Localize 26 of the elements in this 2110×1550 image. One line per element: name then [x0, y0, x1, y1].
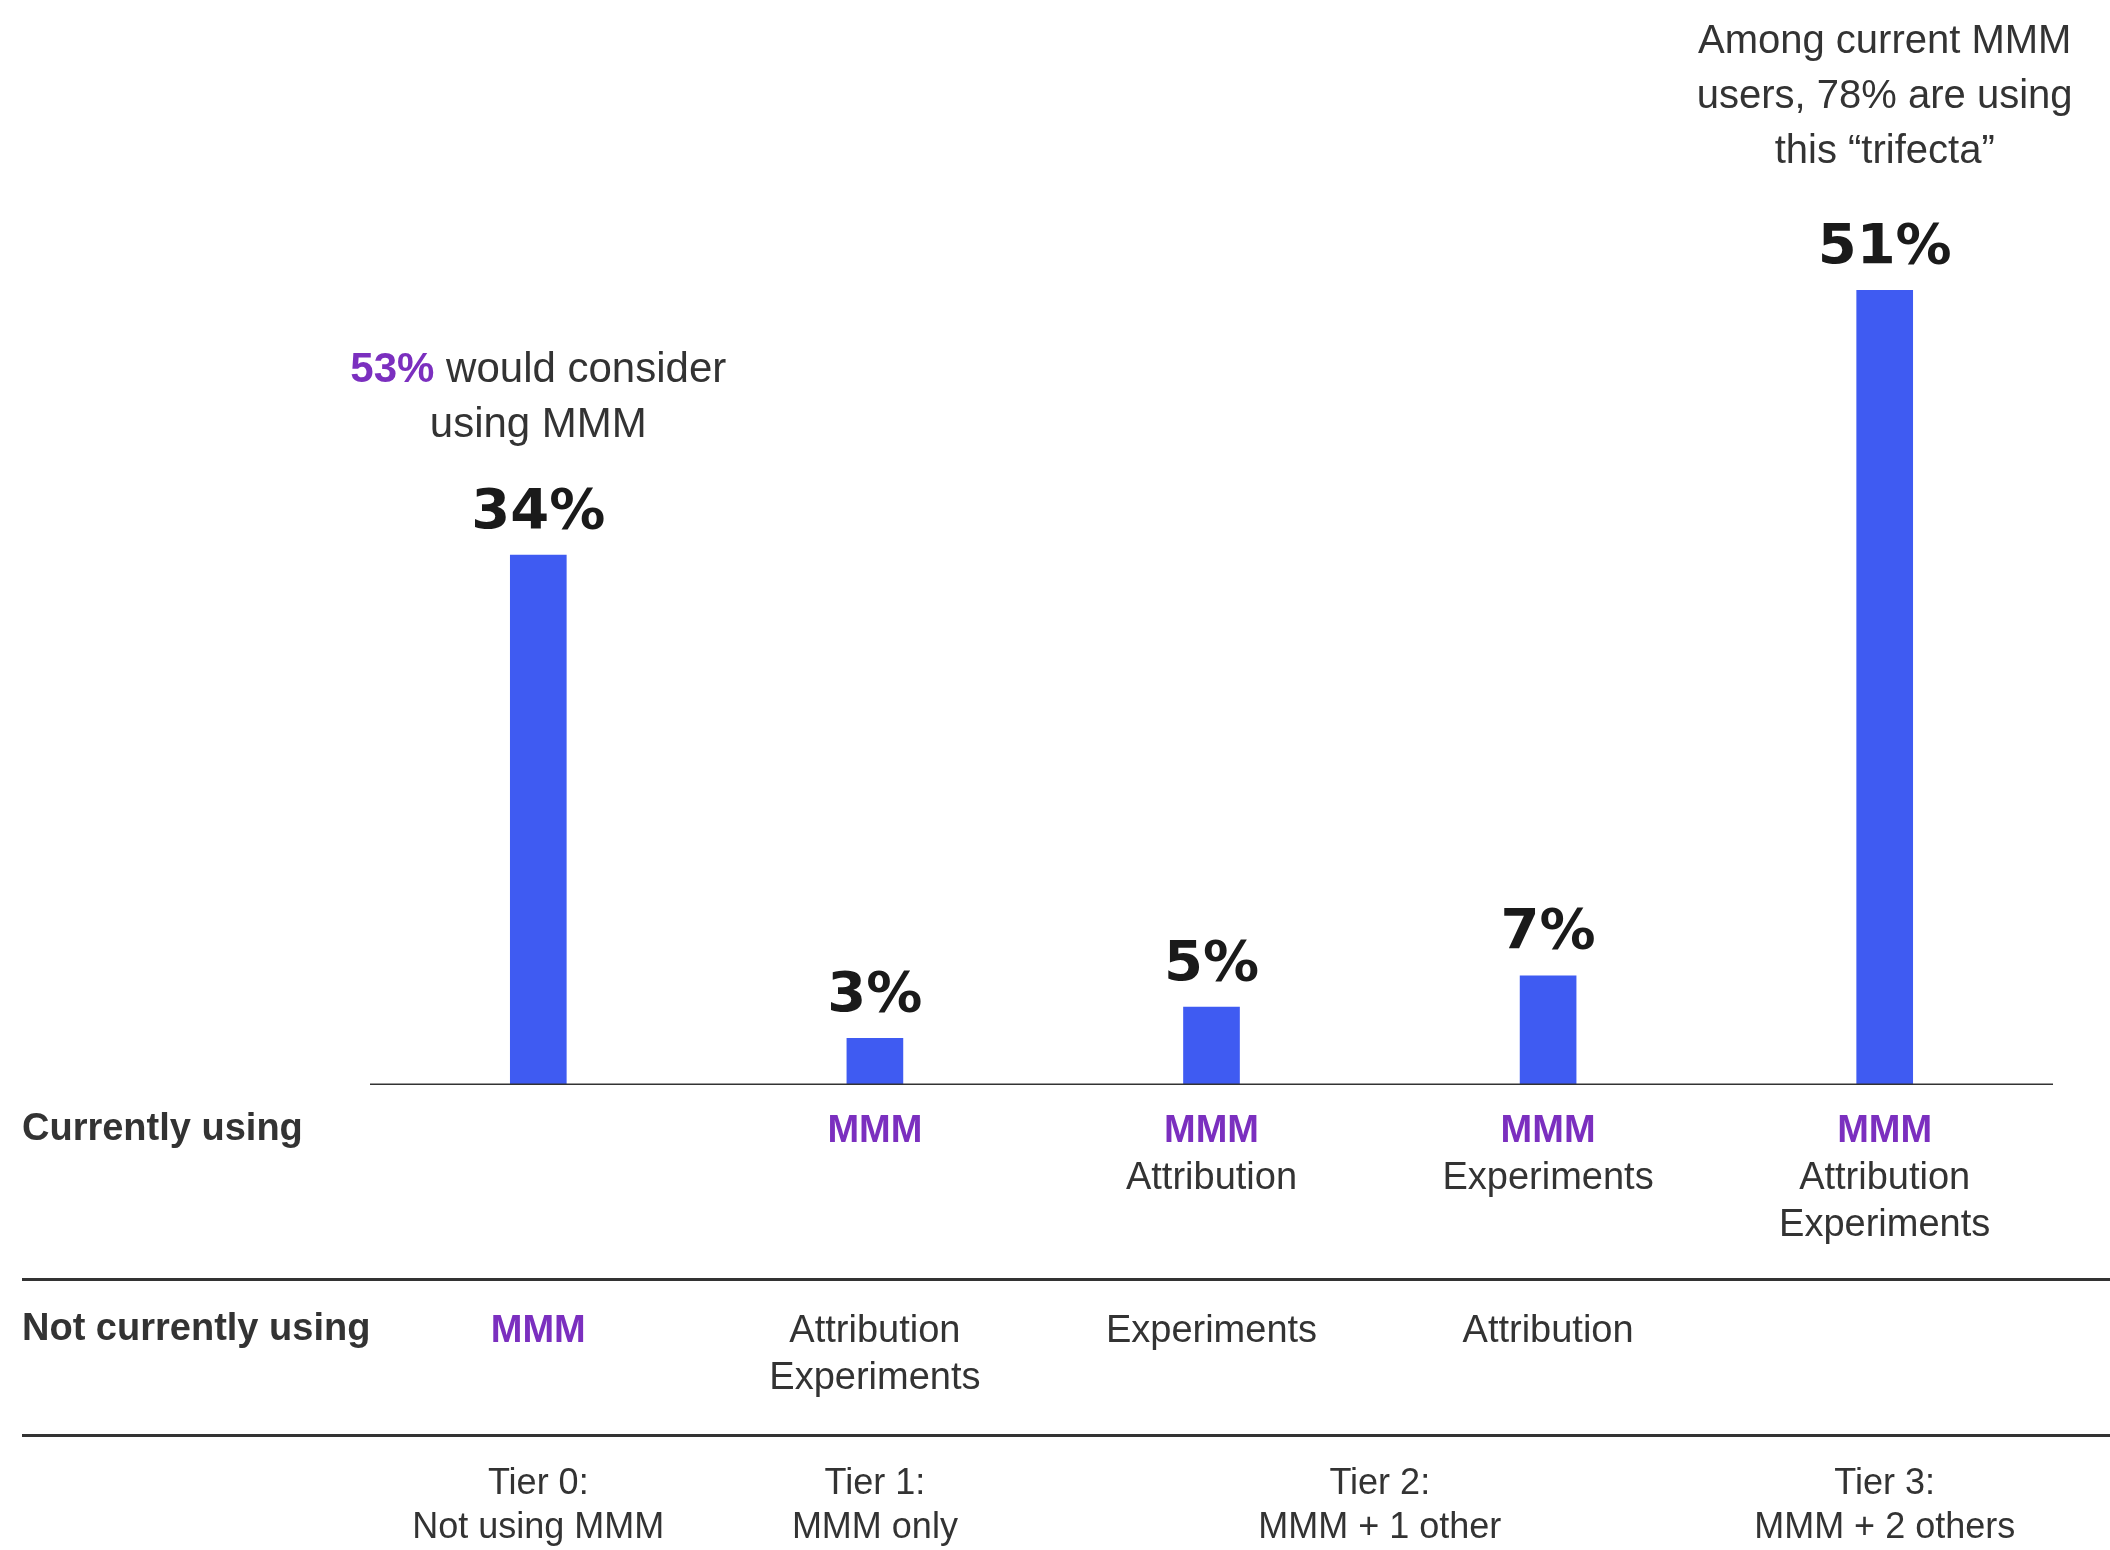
x-tick-label: MMM	[827, 1108, 923, 1150]
text: Attribution Experiments	[769, 1307, 981, 1399]
text: Experiments	[1105, 1307, 1318, 1352]
data-label: 7%	[1500, 896, 1596, 962]
x-tick-label: MMM Attribution	[1125, 1107, 1298, 1199]
bar	[1519, 975, 1577, 1085]
data-label: 5%	[1163, 927, 1260, 993]
bar	[846, 1037, 904, 1085]
text: Tier 1: MMM only	[791, 1460, 958, 1548]
x-tick-label: MMM Experiments	[1442, 1107, 1654, 1199]
bar	[509, 554, 567, 1085]
data-label: 34%	[471, 475, 606, 541]
x-tick-label: MMM Attribution Experiments	[1779, 1107, 1991, 1246]
data-label: 51%	[1817, 210, 1952, 276]
text: Tier 2: MMM + 1 other	[1258, 1460, 1502, 1548]
text: Tier 3: MMM + 2 others	[1754, 1460, 2016, 1548]
text: Attribution	[1462, 1307, 1634, 1352]
bar	[1856, 290, 1914, 1085]
text: Among current MMM users, 78% are using this “trifecta”	[1696, 16, 2073, 173]
text: Tier 0: Not using MMM	[412, 1460, 665, 1548]
annotation: 53% would consider using MMM	[350, 343, 727, 448]
text: MMM	[490, 1308, 586, 1350]
text: Not currently using	[22, 1306, 371, 1349]
text: Currently using	[22, 1106, 303, 1149]
bar	[1183, 1006, 1240, 1085]
data-label: 3%	[827, 958, 923, 1024]
